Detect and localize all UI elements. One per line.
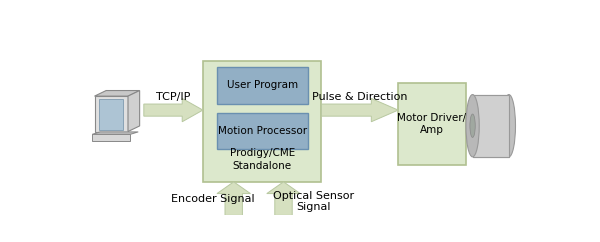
Bar [217,113,308,149]
Bar [398,83,466,165]
Ellipse shape [502,95,515,157]
Text: Prodigy/CME: Prodigy/CME [230,148,295,158]
Text: TCP/IP: TCP/IP [156,92,191,102]
Text: Standalone: Standalone [233,161,292,171]
Ellipse shape [466,95,479,157]
Bar [473,95,509,157]
Text: Motion Processor: Motion Processor [218,126,307,136]
Polygon shape [99,99,124,130]
Text: User Program: User Program [227,80,298,91]
Text: Encoder Signal: Encoder Signal [171,194,254,204]
Polygon shape [267,182,300,215]
Polygon shape [92,132,138,134]
Polygon shape [128,91,140,131]
Text: Motor Driver/
Amp: Motor Driver/ Amp [397,113,466,135]
Bar [203,61,322,182]
Polygon shape [95,96,128,131]
Polygon shape [95,91,140,96]
Polygon shape [144,98,203,122]
Bar [217,67,308,104]
Ellipse shape [470,114,475,137]
Text: Pulse & Direction: Pulse & Direction [312,92,407,102]
Text: Optical Sensor
Signal: Optical Sensor Signal [273,191,354,212]
Polygon shape [217,182,250,215]
Polygon shape [92,134,130,141]
Polygon shape [322,98,398,122]
Bar [473,95,509,157]
Bar [473,95,509,157]
